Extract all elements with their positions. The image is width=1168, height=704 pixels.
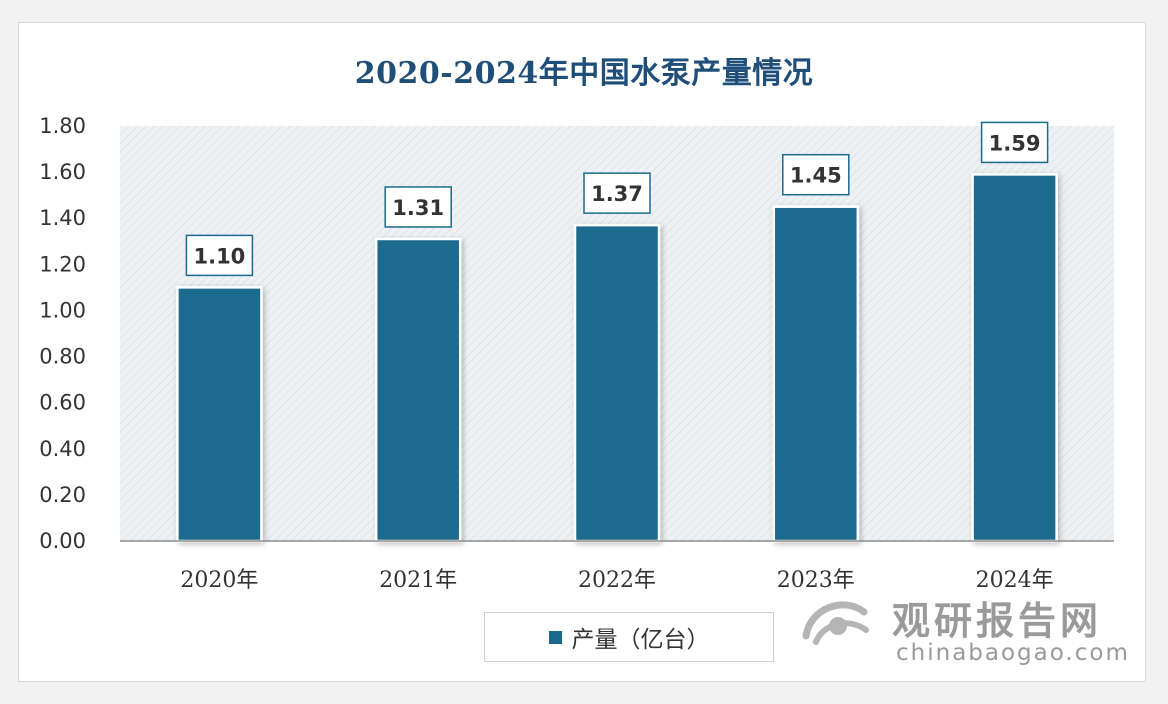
x-tick-label: 2021年 (379, 568, 457, 593)
bar (573, 223, 661, 543)
y-tick-label: 0.80 (39, 345, 86, 369)
y-tick-label: 1.00 (39, 298, 86, 322)
watermark-name: 观研报告网 (892, 599, 1103, 643)
x-tick-label: 2023年 (777, 568, 855, 593)
y-axis: 0.00 0.20 0.40 0.60 0.80 1.00 1.20 1.40 1.60 1.80 (39, 114, 86, 553)
y-tick-label: 1.20 (39, 252, 86, 276)
watermark: 观研报告网 chinabaogao.com (800, 582, 1140, 682)
data-label: 1.31 (392, 196, 444, 220)
x-tick-label: 2022年 (578, 568, 656, 593)
bar (176, 286, 263, 543)
x-tick-label: 2024年 (976, 568, 1054, 593)
bar (971, 173, 1058, 543)
x-tick-label: 2020年 (180, 568, 258, 593)
watermark-logo-icon (802, 601, 869, 645)
chart-title: 2020-2024年中国水泵产量情况 (354, 56, 814, 91)
y-tick-label: 1.40 (39, 206, 86, 230)
bars: 1.10 1.31 1.37 1.45 1.59 (176, 121, 1058, 543)
y-tick-label: 0.20 (39, 483, 86, 507)
data-label-box (384, 186, 452, 228)
y-tick-label: 0.60 (39, 391, 86, 415)
bar (772, 205, 860, 543)
y-tick-label: 1.60 (39, 160, 86, 184)
x-axis: 2020年 2021年 2022年 2023年 2024年 (180, 568, 1053, 593)
y-tick-label: 0.40 (39, 437, 86, 461)
data-label-box (782, 153, 850, 196)
data-label: 1.10 (193, 244, 245, 268)
y-tick-label: 1.80 (39, 114, 86, 138)
data-label: 1.45 (790, 164, 842, 188)
bar (374, 237, 462, 543)
data-label-box (185, 234, 254, 277)
y-tick-label: 0.00 (39, 529, 86, 553)
watermark-url: chinabaogao.com (896, 640, 1130, 666)
data-label: 1.37 (591, 182, 643, 206)
legend-label: 产量（亿台） (571, 627, 710, 653)
legend: 产量（亿台） (484, 612, 774, 662)
data-label-box (980, 121, 1049, 164)
data-label: 1.59 (989, 131, 1041, 155)
legend-swatch (548, 630, 562, 644)
data-label-box (583, 172, 651, 214)
